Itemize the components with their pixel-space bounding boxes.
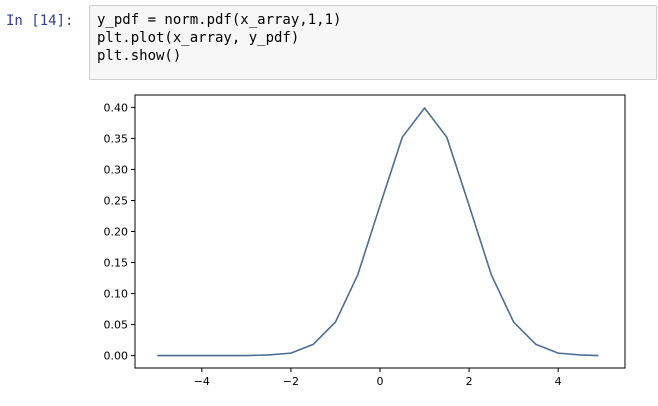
- y-tick-label: 0.15: [104, 257, 129, 270]
- code-line-2: plt.plot(x_array, y_pdf): [97, 30, 300, 46]
- y-tick-label: 0.00: [104, 350, 129, 363]
- line-chart: 0.00 0.05 0.10 0.15 0.20 0.25 0.30 0.35 0.40 −4 −2…: [104, 94, 626, 388]
- y-tick-label: 0.40: [104, 101, 129, 114]
- x-tick-label: 2: [466, 375, 473, 388]
- x-tick-label: −4: [194, 375, 210, 388]
- cell-output: 0.00 0.05 0.10 0.15 0.20 0.25 0.30 0.35 0.40 −4 −2…: [89, 90, 657, 402]
- series-line: [157, 107, 599, 357]
- y-tick-label: 0.35: [104, 132, 129, 145]
- x-tick-label: 0: [377, 375, 384, 388]
- code-line-3: plt.show(): [97, 48, 182, 64]
- plot-frame: [134, 94, 626, 369]
- y-tick-label: 0.05: [104, 319, 129, 332]
- y-tick-label: 0.20: [104, 226, 129, 239]
- y-tick-label: 0.25: [104, 194, 129, 207]
- code-line-1: y_pdf = norm.pdf(x_array,1,1): [97, 12, 342, 28]
- input-prompt: In [14]:: [6, 13, 74, 29]
- code-editor[interactable]: y_pdf = norm.pdf(x_array,1,1) plt.plot(x…: [89, 5, 657, 80]
- x-tick-label: −2: [283, 375, 299, 388]
- y-tick-label: 0.10: [104, 288, 129, 301]
- x-tick-label: 4: [555, 375, 562, 388]
- y-tick-label: 0.30: [104, 163, 129, 176]
